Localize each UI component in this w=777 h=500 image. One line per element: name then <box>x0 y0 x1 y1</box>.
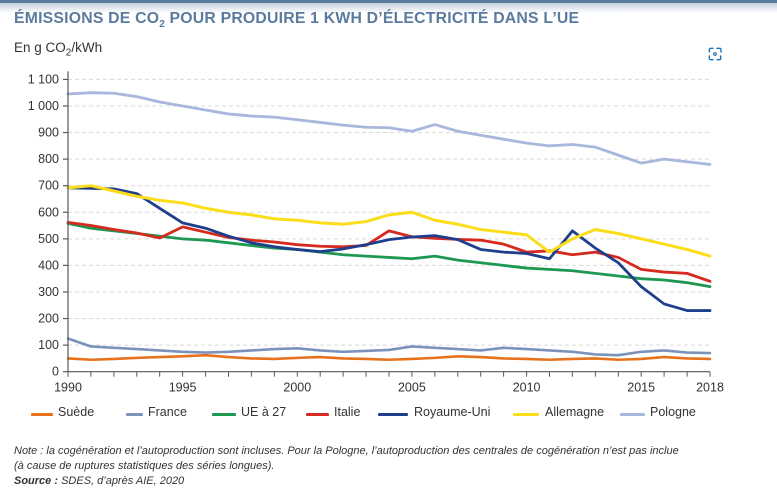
svg-text:2000: 2000 <box>283 381 311 395</box>
svg-text:300: 300 <box>38 285 59 299</box>
svg-text:2010: 2010 <box>513 381 541 395</box>
svg-text:2005: 2005 <box>398 381 426 395</box>
svg-text:600: 600 <box>38 205 59 219</box>
svg-text:1990: 1990 <box>54 381 82 395</box>
svg-text:1995: 1995 <box>169 381 197 395</box>
svg-text:900: 900 <box>38 126 59 140</box>
svg-text:400: 400 <box>38 258 59 272</box>
svg-text:1 000: 1 000 <box>28 99 59 113</box>
svg-text:0: 0 <box>52 365 59 379</box>
svg-text:1 100: 1 100 <box>28 72 59 86</box>
svg-text:100: 100 <box>38 338 59 352</box>
svg-text:200: 200 <box>38 312 59 326</box>
svg-text:800: 800 <box>38 152 59 166</box>
svg-text:700: 700 <box>38 179 59 193</box>
svg-text:2018: 2018 <box>696 381 724 395</box>
svg-text:500: 500 <box>38 232 59 246</box>
svg-text:2015: 2015 <box>627 381 655 395</box>
